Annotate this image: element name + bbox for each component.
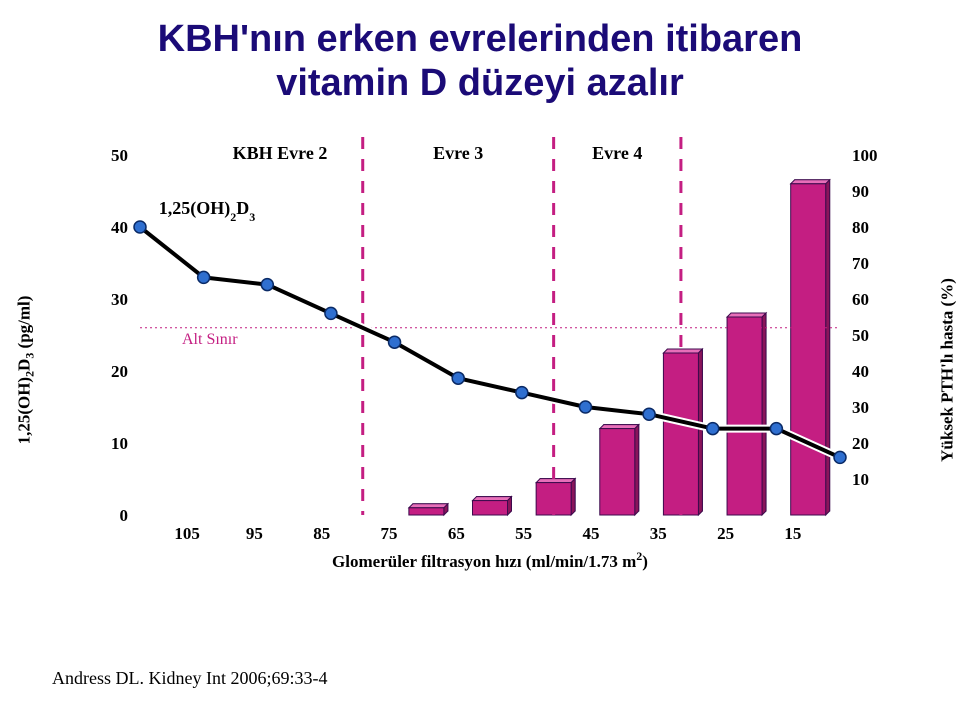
y-left-tick: 50 [111, 146, 128, 165]
line-marker [261, 279, 273, 291]
y-left-tick: 20 [111, 362, 128, 381]
bar-side [762, 313, 766, 515]
bar [409, 508, 444, 515]
bar-top [409, 504, 448, 508]
stage-label: KBH Evre 2 [233, 143, 328, 163]
line-marker [389, 337, 401, 349]
y-right-tick: 100 [852, 146, 878, 165]
bar-top [536, 479, 575, 483]
y-right-tick: 60 [852, 290, 869, 309]
x-tick: 15 [784, 524, 801, 543]
bar-side [635, 425, 639, 515]
bar-top [600, 425, 639, 429]
stage-label: Evre 3 [433, 143, 483, 163]
bar [791, 184, 826, 515]
chart-container: 1,25(OH)2D3 (pg/ml) Yüksek PTH'lı hasta … [70, 155, 890, 585]
bar-side [698, 349, 702, 515]
line-marker [770, 423, 782, 435]
y-right-tick: 40 [852, 362, 869, 381]
line-marker [452, 373, 464, 385]
x-tick: 75 [381, 524, 398, 543]
line-marker [834, 452, 846, 464]
stage-label: Evre 4 [592, 143, 642, 163]
bar-side [508, 497, 512, 515]
x-tick: 105 [174, 524, 200, 543]
bar [473, 501, 508, 515]
line-marker [134, 221, 146, 233]
bar-top [727, 313, 766, 317]
slide-title: KBH'nın erken evrelerinden itibaren vita… [0, 0, 960, 105]
y-right-tick: 10 [852, 470, 869, 489]
x-tick: 55 [515, 524, 532, 543]
series-label: 1,25(OH)2D3 [159, 198, 256, 224]
citation-text: Andress DL. Kidney Int 2006;69:33-4 [52, 668, 327, 689]
y-right-tick: 80 [852, 218, 869, 237]
bar-top [663, 349, 702, 353]
line-marker [643, 409, 655, 421]
bar [727, 317, 762, 515]
y-left-tick: 10 [111, 434, 128, 453]
lower-limit-label: Alt Sınır [182, 331, 238, 348]
y-left-tick: 30 [111, 290, 128, 309]
y-left-axis-label: 1,25(OH)2D3 (pg/ml) [14, 296, 37, 445]
y-right-axis-label: Yüksek PTH'lı hasta (%) [938, 279, 958, 463]
title-line2: vitamin D düzeyi azalır [276, 62, 684, 104]
y-right-tick: 30 [852, 398, 869, 417]
x-tick: 25 [717, 524, 734, 543]
line-marker [707, 423, 719, 435]
x-tick: 65 [448, 524, 465, 543]
line-marker [325, 308, 337, 320]
bar-side [571, 479, 575, 515]
bar-top [473, 497, 512, 501]
bar-side [826, 180, 830, 515]
y-right-tick: 50 [852, 326, 869, 345]
x-tick: 85 [313, 524, 330, 543]
bar [600, 429, 635, 515]
y-right-tick: 20 [852, 434, 869, 453]
y-left-tick: 40 [111, 218, 128, 237]
line-marker [579, 401, 591, 413]
y-right-tick: 70 [852, 254, 869, 273]
line-marker [198, 272, 210, 284]
y-right-tick: 90 [852, 182, 869, 201]
x-tick: 35 [650, 524, 667, 543]
bar-top [791, 180, 830, 184]
title-line1: KBH'nın erken evrelerinden itibaren [158, 18, 803, 60]
x-tick: 45 [582, 524, 599, 543]
chart-svg: 0102030405010203040506070809010010595857… [70, 155, 890, 585]
x-tick: 95 [246, 524, 263, 543]
x-axis-label: Glomerüler filtrasyon hızı (ml/min/1.73 … [332, 549, 648, 571]
y-left-tick: 0 [120, 506, 129, 525]
line-marker [516, 387, 528, 399]
